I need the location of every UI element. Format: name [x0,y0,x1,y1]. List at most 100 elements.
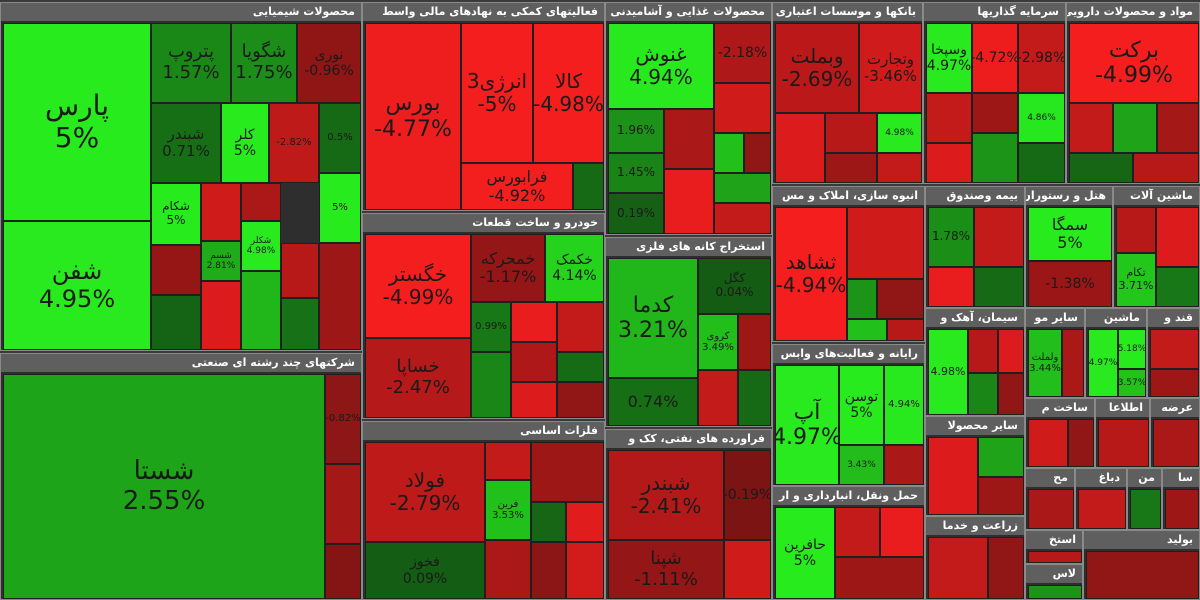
stock-tile[interactable] [531,442,604,502]
stock-tile[interactable]: شکلر 4.98% [241,221,281,271]
stock-tile[interactable]: کدما 3.21% [608,258,698,378]
stock-tile[interactable]: 3.57% [1118,369,1146,397]
stock-tile[interactable] [887,319,924,341]
stock-tile[interactable]: 4.98% [877,113,922,153]
stock-tile[interactable] [698,370,738,426]
stock-tile[interactable]: کگل 0.04% [698,258,771,314]
stock-tile[interactable] [531,542,566,599]
stock-tile[interactable] [511,302,557,342]
stock-tile[interactable]: پارس 5% [3,23,151,221]
stock-tile[interactable] [531,502,566,542]
stock-tile[interactable]: خساپا -2.47% [365,338,471,418]
stock-tile[interactable] [974,207,1024,267]
stock-tile[interactable] [511,382,557,418]
stock-tile[interactable] [1157,103,1199,153]
stock-tile[interactable]: کلر 5% [221,103,269,183]
stock-tile[interactable] [557,302,604,352]
stock-tile[interactable] [1028,551,1082,563]
stock-tile[interactable] [928,437,978,515]
stock-tile[interactable]: 5.18% [1118,329,1146,369]
stock-tile[interactable]: 1.96% [608,109,664,153]
stock-tile[interactable]: وسپخا 4.97% [926,23,972,93]
stock-tile[interactable] [847,279,877,319]
stock-tile[interactable] [928,537,988,599]
stock-tile[interactable] [1028,585,1082,599]
stock-tile[interactable] [877,153,922,183]
stock-tile[interactable] [557,382,604,418]
stock-tile[interactable] [926,143,972,183]
stock-tile[interactable] [241,183,281,221]
stock-tile[interactable] [566,542,604,599]
stock-tile[interactable] [1165,489,1199,529]
stock-tile[interactable] [1156,207,1199,267]
stock-tile[interactable] [281,298,319,350]
stock-tile[interactable] [825,153,877,183]
stock-tile[interactable]: برکت -4.99% [1069,23,1199,103]
stock-tile[interactable] [485,540,531,599]
stock-tile[interactable] [884,445,924,485]
stock-tile[interactable] [835,557,924,599]
stock-tile[interactable]: وبملت -2.69% [775,23,859,113]
stock-tile[interactable]: -0.82% [325,374,361,464]
stock-tile[interactable]: 4.94% [884,365,924,445]
stock-tile[interactable] [1113,103,1157,153]
stock-tile[interactable] [241,271,281,350]
stock-tile[interactable]: کروی 3.49% [698,314,738,370]
stock-tile[interactable]: شبندر -2.41% [608,450,724,540]
stock-tile[interactable]: نوری -0.96% [297,23,361,103]
stock-tile[interactable] [714,173,771,203]
stock-tile[interactable]: -2.98% [1018,23,1065,93]
stock-tile[interactable] [714,133,744,173]
stock-tile[interactable] [1068,419,1094,467]
stock-tile[interactable] [926,93,972,143]
stock-tile[interactable] [714,83,771,133]
stock-tile[interactable]: -2.82% [269,103,319,183]
stock-tile[interactable] [1028,489,1074,529]
stock-tile[interactable]: شپنا -1.11% [608,540,724,599]
stock-tile[interactable]: فخوز 0.09% [365,542,485,599]
stock-tile[interactable] [928,267,974,307]
stock-tile[interactable] [1150,329,1199,369]
stock-tile[interactable]: شفن 4.95% [3,221,151,350]
stock-tile[interactable]: وتجارت -3.46% [859,23,922,113]
stock-tile[interactable] [201,281,241,350]
stock-tile[interactable]: سمگا 5% [1028,207,1112,261]
stock-tile[interactable] [1028,419,1068,467]
stock-tile[interactable] [724,540,771,599]
stock-tile[interactable]: خمحرکه -1.17% [471,234,545,302]
stock-tile[interactable] [557,352,604,382]
stock-tile[interactable]: -1.38% [1028,261,1112,307]
stock-tile[interactable]: خگستر -4.99% [365,234,471,338]
stock-tile[interactable]: حافرین 5% [775,507,835,599]
stock-tile[interactable] [877,279,924,319]
stock-tile[interactable] [511,342,557,382]
stock-tile[interactable]: 5% [319,173,361,243]
stock-tile[interactable] [1069,103,1113,153]
stock-tile[interactable]: 4.86% [1018,93,1065,143]
stock-tile[interactable]: 4.97% [1088,329,1118,397]
stock-tile[interactable] [1156,267,1199,307]
stock-tile[interactable]: فولاد -2.79% [365,442,485,542]
stock-tile[interactable]: پتروپ 1.57% [151,23,231,103]
stock-tile[interactable] [319,243,361,350]
stock-tile[interactable]: خکمک 4.14% [545,234,604,302]
stock-tile[interactable]: ولملت 3.44% [1028,329,1062,397]
stock-tile[interactable]: شستا 2.55% [3,374,325,599]
stock-tile[interactable] [847,319,887,341]
stock-tile[interactable] [744,133,771,173]
stock-tile[interactable] [1086,551,1199,599]
stock-tile[interactable] [573,163,604,210]
stock-tile[interactable]: بورس -4.77% [365,23,461,210]
stock-tile[interactable] [835,507,880,557]
stock-tile[interactable] [1116,207,1156,253]
stock-tile[interactable]: 0.5% [319,103,361,173]
stock-tile[interactable] [1062,329,1084,397]
stock-tile[interactable] [968,329,998,373]
stock-tile[interactable]: 0.74% [608,378,698,426]
stock-tile[interactable] [847,207,924,279]
stock-tile[interactable] [664,169,714,234]
stock-tile[interactable]: شسم 2.81% [201,241,241,281]
stock-tile[interactable]: -0.19% [724,450,771,540]
stock-tile[interactable]: 4.98% [928,329,968,415]
stock-tile[interactable]: توسن 5% [839,365,884,445]
